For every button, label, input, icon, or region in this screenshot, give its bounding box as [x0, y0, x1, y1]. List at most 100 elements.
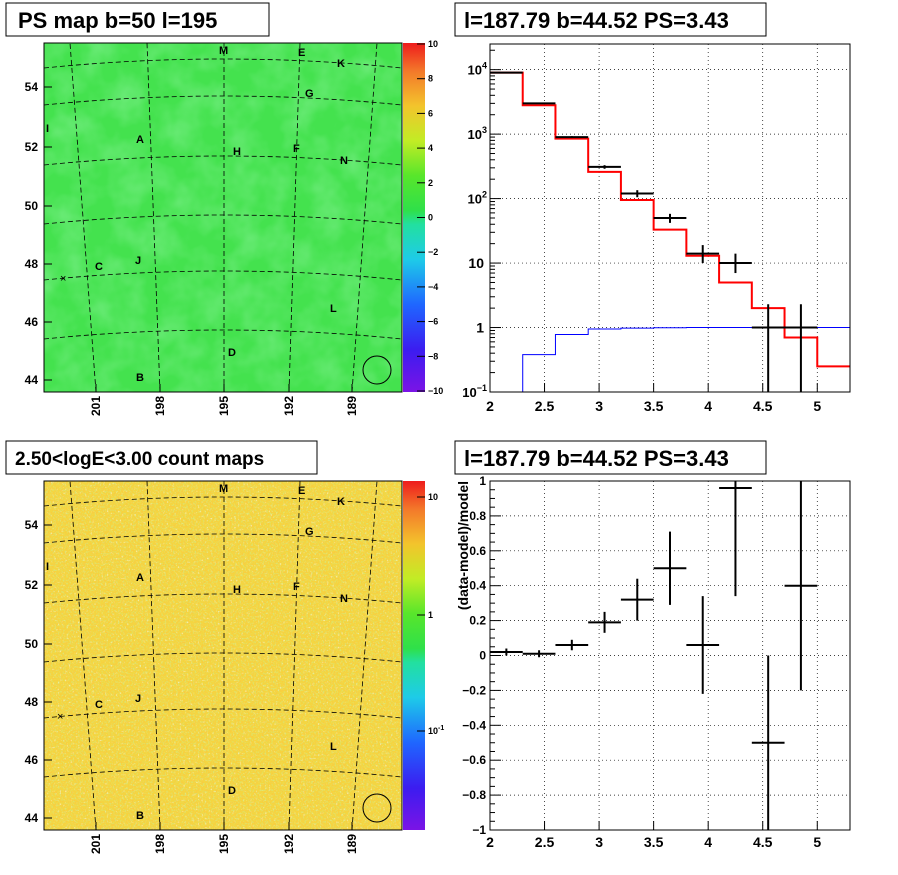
parallel-line: [44, 708, 402, 719]
y-tick-label: 103: [468, 125, 487, 142]
ps-map-graticule: [44, 43, 402, 392]
meridian-line: [146, 43, 161, 392]
source-label-n: N: [340, 155, 348, 167]
x-tick-label: 3.5: [644, 834, 664, 850]
x-tick-label: 3.5: [644, 398, 664, 414]
y-tick-label: 44: [25, 373, 39, 387]
colorbar-tick-label: 1: [428, 610, 433, 620]
source-label-h: H: [233, 146, 241, 158]
parallel-line: [44, 767, 402, 778]
source-label-l: L: [330, 303, 337, 315]
y-tick-label: 0.6: [469, 544, 486, 558]
ps-map-texture: [44, 43, 402, 392]
source-label-f: F: [293, 581, 300, 593]
y-tick-label: 0.4: [469, 579, 486, 593]
source-label-f: F: [293, 143, 300, 155]
spectrum-panel: 2 2.5 3 3.5 4 4.5 5 10−1 1 10 102 103 104 l=187.79 b…: [454, 2, 851, 414]
parallel-line: [44, 593, 402, 604]
parallel-line: [44, 533, 402, 544]
y-tick-label: 48: [25, 695, 39, 709]
y-tick-label: 1: [479, 474, 486, 488]
meridian-line: [288, 481, 301, 830]
colorbar-tick-label: 10: [428, 39, 438, 49]
count-map-texture-white: [44, 481, 402, 830]
colorbar-tick-label: 2: [428, 178, 433, 188]
x-tick-label: 5: [813, 834, 821, 850]
meridian-line: [69, 481, 97, 830]
source-label-e: E: [298, 485, 305, 497]
source-label-m: M: [219, 45, 228, 57]
residual-axis-ticks: 2 2.5 3 3.5 4 4.5 5 −1 −0.8 −0.6 −0.4 −0.2 0 0.2 0.4 0.…: [462, 474, 821, 850]
ps-map-title-box: [5, 2, 270, 37]
source-label-k: K: [337, 58, 345, 70]
ps-map-colorbar: [403, 43, 425, 392]
colorbar-tick-label: 6: [428, 108, 433, 118]
x-tick-label: 5: [813, 398, 821, 414]
source-label-j: J: [135, 255, 141, 267]
meridian-line: [146, 481, 161, 830]
colorbar-tick-label: 10: [428, 492, 438, 502]
parallel-line: [44, 329, 402, 340]
count-map-graticule: [44, 481, 402, 830]
y-tick-label: 46: [25, 753, 39, 767]
colorbar-tick-label: 0: [428, 213, 433, 223]
y-tick-label: 0.2: [469, 614, 486, 628]
colorbar-tick-label: 10-1: [428, 725, 444, 736]
parallel-line: [44, 496, 402, 507]
source-label-m: M: [219, 483, 228, 495]
parallel-line: [44, 214, 402, 225]
residual-panel: 2 2.5 3 3.5 4 4.5 5 −1 −0.8 −0.6 −0.4 −0.2 0 0.2 0.4 0.…: [454, 440, 851, 850]
y-tick-label: 54: [25, 518, 39, 532]
y-tick-label: 52: [25, 140, 39, 154]
parallel-line: [44, 58, 402, 69]
count-map-title: 2.50<logE<3.00 count maps: [15, 449, 264, 470]
colorbar-tick-label: 4: [428, 143, 433, 153]
source-label-d: D: [228, 347, 236, 359]
residual-title-box: [454, 440, 767, 475]
source-label-j: J: [135, 693, 141, 705]
count-map-colorbar-ticks: 10 1 10-1: [417, 492, 444, 736]
ps-map-axis-ticks: 44 46 48 50 52 54 201 198 195 192 189: [25, 80, 359, 416]
ps-map-source-labels: M E K G I A H F N C J L D B: [46, 45, 348, 384]
count-map-panel: × M E K G I A H F N C J L D B 44 46 48 50 52 54 201 198 195 19…: [5, 440, 444, 854]
x-tick-label: 4.5: [753, 398, 773, 414]
x-tick-label: 198: [153, 396, 167, 416]
y-tick-label: 10−1: [462, 383, 487, 400]
y-tick-label: 48: [25, 257, 39, 271]
x-tick-label: 192: [282, 396, 296, 416]
meridian-line: [288, 43, 301, 392]
x-tick-label: 195: [217, 396, 231, 416]
source-label-b: B: [136, 372, 144, 384]
ps-map-title: PS map b=50 l=195: [18, 8, 217, 33]
count-map-colorbar: [403, 481, 425, 830]
residual-data-points: [490, 481, 818, 830]
y-tick-label: 10: [468, 255, 484, 271]
colorbar-tick-label: 8: [428, 74, 433, 84]
x-tick-label: 189: [345, 396, 359, 416]
source-label-l: L: [330, 741, 337, 753]
x-tick-label: 4: [704, 398, 712, 414]
residual-y-axis-label: (data-model)/model: [455, 481, 471, 610]
x-tick-label: 2: [486, 834, 494, 850]
count-map-cross-marker: ×: [57, 711, 63, 723]
y-tick-label: 50: [25, 199, 39, 213]
y-tick-label: −0.6: [462, 753, 486, 767]
count-map-title-box: [5, 440, 318, 475]
spectrum-title-box: [454, 2, 767, 37]
parallel-line: [44, 95, 402, 106]
ps-map-colorbar-ticks: 10 8 6 4 2 0 −2 −4 −6 −8 −10: [417, 39, 443, 396]
colorbar-tick-label: −10: [428, 386, 443, 396]
meridian-line: [351, 481, 378, 830]
x-tick-label: 3: [595, 834, 603, 850]
colorbar-tick-label: −2: [428, 247, 438, 257]
spectrum-axis-ticks: 2 2.5 3 3.5 4 4.5 5 10−1 1 10 102 103 104: [462, 49, 821, 414]
y-tick-label: 1: [476, 320, 484, 336]
source-label-a: A: [136, 134, 144, 146]
source-label-g: G: [305, 88, 314, 100]
count-map-roi-circle: [362, 793, 392, 823]
y-tick-label: 50: [25, 637, 39, 651]
x-tick-label: 4: [704, 834, 712, 850]
x-tick-label: 195: [217, 834, 231, 854]
